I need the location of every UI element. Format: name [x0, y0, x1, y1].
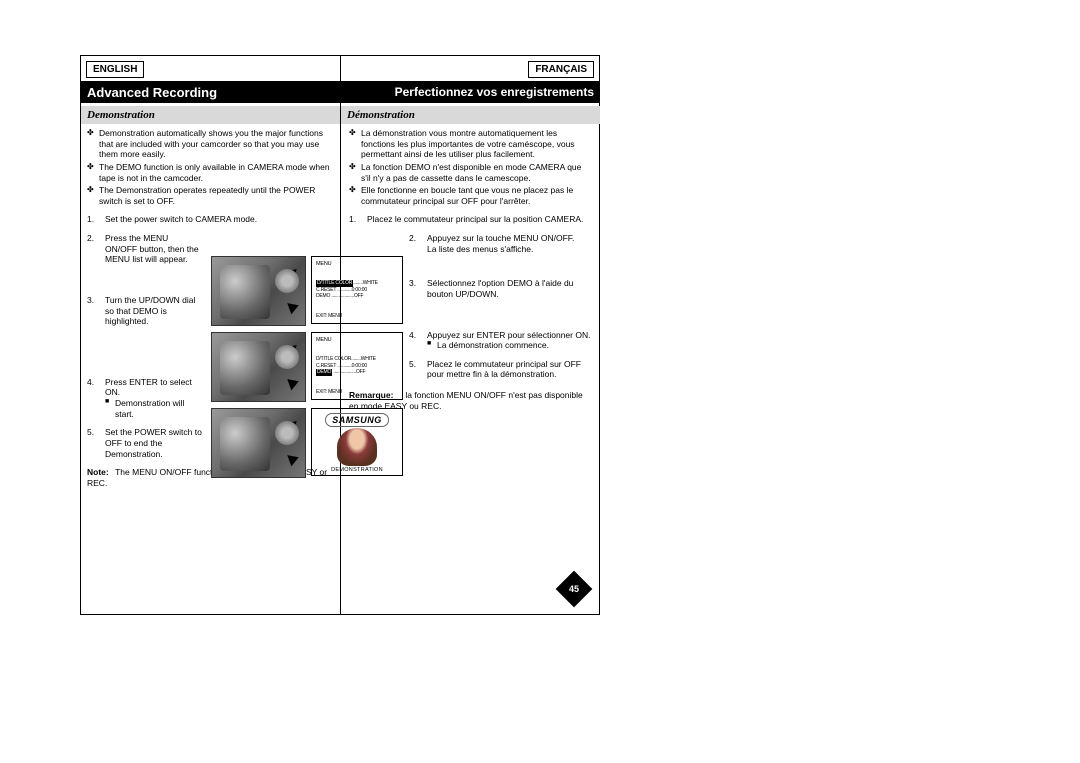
en-step-1-num: 1. [87, 214, 94, 225]
menu1-title: MENU [316, 261, 398, 267]
en-step-4: 4. Press ENTER to select ON. Demonstratio… [87, 377, 202, 420]
menu2-line3-rest: ...................OFF [332, 369, 365, 375]
en-step-1-text: Set the power switch to CAMERA mode. [105, 214, 257, 224]
fr-bullet-1: La démonstration vous montre automatique… [349, 128, 592, 160]
lang-francais-box: FRANÇAIS [528, 61, 594, 78]
arrow-icon [287, 300, 301, 315]
en-step-4-sub: Demonstration will start. [105, 398, 202, 419]
en-step-4-num: 4. [87, 377, 94, 388]
en-bullet-2: The DEMO function is only available in C… [87, 162, 330, 183]
en-step-2-num: 2. [87, 233, 94, 244]
demo-graphic [337, 428, 377, 466]
title-left: Advanced Recording [81, 81, 340, 103]
menu2-line3-hl: DEMO [316, 369, 332, 376]
subtitle-left: Demonstration [81, 106, 340, 124]
fr-bullet-3: Elle fonctionne en boucle tant que vous … [349, 185, 592, 206]
demo-screen: SAMSUNG DEMONSTRATION [311, 408, 403, 476]
arrow-icon [283, 418, 297, 433]
menu2-exit: EXIT: MENU [316, 389, 398, 395]
menu1-line1-rest: ........WHITE [353, 280, 378, 286]
camcorder-image-3 [211, 408, 306, 478]
title-right: Perfectionnez vos enregistrements [341, 81, 600, 103]
camcorder-image-1 [211, 256, 306, 326]
demo-label: DEMONSTRATION [331, 467, 383, 473]
samsung-brand: SAMSUNG [325, 413, 389, 427]
lang-english-box: ENGLISH [86, 61, 144, 78]
fr-step-1: 1. Placez le commutateur principal sur la… [349, 214, 592, 225]
en-step-3: 3. Turn the UP/DOWN dial so that DEMO is … [87, 295, 202, 327]
en-step-5: 5. Set the POWER switch to OFF to end the… [87, 427, 202, 459]
en-step-4-text: Press ENTER to select ON. [105, 377, 192, 398]
en-step-3-text: Turn the UP/DOWN dial so that DEMO is hi… [105, 295, 195, 326]
fr-step-2: 2. Appuyez sur la touche MENU ON/OFF. La … [349, 233, 592, 254]
manual-page: ENGLISH FRANÇAIS Advanced Recording Perf… [80, 55, 600, 615]
figure-row-3: SAMSUNG DEMONSTRATION [211, 408, 476, 478]
en-bullets: Demonstration automatically shows you th… [87, 128, 330, 206]
en-step-1: 1. Set the power switch to CAMERA mode. [87, 214, 330, 225]
page-number-badge: 45 [556, 571, 593, 608]
figure-row-1: MENU D/TITLE COLOR........WHITE C.RESET … [211, 256, 476, 326]
arrow-icon [283, 342, 297, 357]
arrow-icon [287, 376, 301, 391]
arrow-icon [287, 452, 301, 467]
subtitle-right: Démonstration [341, 106, 600, 124]
en-note-label: Note: [87, 467, 109, 477]
fr-step-2-text: Appuyez sur la touche MENU ON/OFF. La li… [427, 233, 574, 254]
menu1-line3: DEMO ...................OFF [316, 293, 398, 300]
center-figures: MENU D/TITLE COLOR........WHITE C.RESET … [211, 256, 476, 484]
fr-bullet-2: La fonction DEMO n'est disponible en mod… [349, 162, 592, 183]
en-bullet-3: The Demonstration operates repeatedly un… [87, 185, 330, 206]
menu1-exit: EXIT: MENU [316, 313, 398, 319]
arrow-icon [283, 266, 297, 281]
en-bullet-1: Demonstration automatically shows you th… [87, 128, 330, 160]
menu2-title: MENU [316, 337, 398, 343]
menu-screen-2: MENU D/TITLE COLOR........WHITE C.RESET … [311, 332, 403, 400]
menu-screen-1: MENU D/TITLE COLOR........WHITE C.RESET … [311, 256, 403, 324]
camcorder-image-2 [211, 332, 306, 402]
fr-step-2-num: 2. [409, 233, 416, 244]
figure-row-2: MENU D/TITLE COLOR........WHITE C.RESET … [211, 332, 476, 402]
en-step-5-num: 5. [87, 427, 94, 438]
fr-step-1-num: 1. [349, 214, 356, 225]
fr-step-1-text: Placez le commutateur principal sur la p… [367, 214, 583, 224]
menu1-line1-hl: D/TITLE COLOR [316, 280, 353, 287]
page-number: 45 [569, 584, 579, 594]
en-step-5-text: Set the POWER switch to OFF to end the D… [105, 427, 202, 458]
fr-bullets: La démonstration vous montre automatique… [349, 128, 592, 206]
en-step-3-num: 3. [87, 295, 94, 306]
en-step-2-text: Press the MENU ON/OFF button, then the M… [105, 233, 199, 264]
en-step-2: 2. Press the MENU ON/OFF button, then the… [87, 233, 202, 265]
